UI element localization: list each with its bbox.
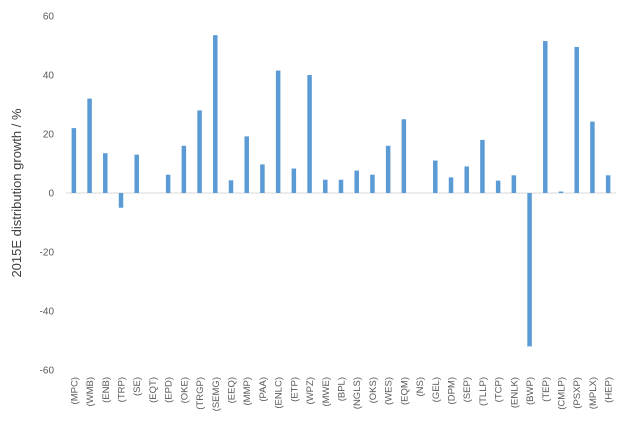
bar bbox=[197, 110, 202, 193]
x-category-label: (NS) bbox=[415, 377, 426, 397]
bar bbox=[275, 70, 281, 193]
x-category-label: (DPM) bbox=[447, 377, 458, 404]
bar bbox=[338, 179, 344, 193]
x-category-label: (OKS) bbox=[368, 377, 379, 403]
bar bbox=[307, 75, 312, 193]
bar bbox=[71, 128, 77, 193]
y-tick-label: -60 bbox=[40, 366, 55, 377]
bar bbox=[354, 170, 359, 193]
x-category-label: (PSXP) bbox=[572, 377, 583, 409]
x-category-label: (WMB) bbox=[85, 377, 96, 407]
bar bbox=[87, 98, 92, 193]
x-category-label: (ENB) bbox=[101, 377, 112, 403]
bar bbox=[165, 174, 171, 193]
bar bbox=[590, 121, 595, 193]
x-category-label: (NGLS) bbox=[352, 377, 363, 409]
bar bbox=[464, 166, 469, 193]
x-category-label: (EPD) bbox=[164, 377, 175, 403]
x-category-label: (EEQ) bbox=[227, 377, 238, 403]
bar bbox=[134, 154, 139, 193]
bar bbox=[118, 193, 124, 208]
x-category-label: (GEL) bbox=[431, 377, 442, 402]
y-tick-label: -40 bbox=[40, 307, 55, 318]
x-category-label: (CMLP) bbox=[557, 377, 568, 410]
bar bbox=[495, 180, 501, 193]
bar bbox=[558, 191, 564, 193]
bar bbox=[448, 177, 454, 193]
x-category-label: (SEMG) bbox=[211, 377, 222, 411]
x-category-label: (ENLK) bbox=[509, 377, 520, 408]
x-category-label: (HEP) bbox=[604, 377, 615, 403]
x-category-label: (WPZ) bbox=[305, 377, 316, 404]
y-tick-label: 40 bbox=[43, 71, 55, 82]
x-category-label: (ENLC) bbox=[274, 377, 285, 409]
y-axis-title: 2015E distribution growth / % bbox=[9, 108, 24, 278]
x-category-label: (EQM) bbox=[399, 377, 410, 405]
bar bbox=[401, 119, 407, 193]
x-category-label: (PAA) bbox=[258, 377, 269, 402]
bar bbox=[511, 175, 517, 193]
bars-group bbox=[71, 35, 611, 347]
x-category-label: (MPLX) bbox=[588, 377, 599, 409]
x-category-label: (MMP) bbox=[242, 377, 253, 406]
x-axis-labels: (MPC) (WMB) (ENB) (TRP) (SE) (EQT) (EPD) (OKE) (… bbox=[69, 377, 614, 411]
x-category-label: (MPC) bbox=[69, 377, 80, 404]
x-category-label: (BPL) bbox=[337, 377, 348, 401]
bar bbox=[228, 180, 234, 193]
x-category-label: (TRP) bbox=[117, 377, 128, 402]
x-category-label: (SEP) bbox=[462, 377, 473, 402]
x-category-label: (ETP) bbox=[289, 377, 300, 402]
bar bbox=[527, 193, 532, 347]
bar bbox=[323, 179, 328, 193]
y-axis-ticks: 60 40 20 0 -20 -40 -60 bbox=[40, 12, 55, 377]
bar bbox=[605, 175, 611, 193]
bar bbox=[370, 174, 375, 193]
bar bbox=[244, 136, 249, 193]
x-category-label: (OKE) bbox=[179, 377, 190, 403]
x-category-label: (TEP) bbox=[541, 377, 552, 402]
bar bbox=[574, 46, 579, 193]
bar bbox=[433, 160, 438, 193]
bar bbox=[543, 41, 548, 194]
bar bbox=[291, 168, 297, 193]
bar bbox=[213, 35, 218, 193]
y-tick-label: 0 bbox=[48, 189, 54, 200]
x-category-label: (BWP) bbox=[525, 377, 536, 405]
bar bbox=[181, 145, 187, 193]
bar bbox=[103, 153, 108, 193]
y-tick-label: -20 bbox=[40, 248, 55, 259]
x-category-label: (WES) bbox=[384, 377, 395, 405]
bar bbox=[480, 139, 485, 193]
x-category-label: (SE) bbox=[132, 377, 143, 396]
bar bbox=[385, 145, 391, 193]
x-category-label: (MWE) bbox=[321, 377, 332, 407]
bar bbox=[260, 164, 265, 193]
x-category-label: (TRGP) bbox=[195, 377, 206, 410]
x-category-label: (TLLP) bbox=[478, 377, 489, 406]
x-category-label: (TCP) bbox=[494, 377, 505, 402]
y-tick-label: 60 bbox=[43, 12, 55, 23]
y-tick-label: 20 bbox=[43, 130, 55, 141]
x-category-label: (EQT) bbox=[148, 377, 159, 403]
